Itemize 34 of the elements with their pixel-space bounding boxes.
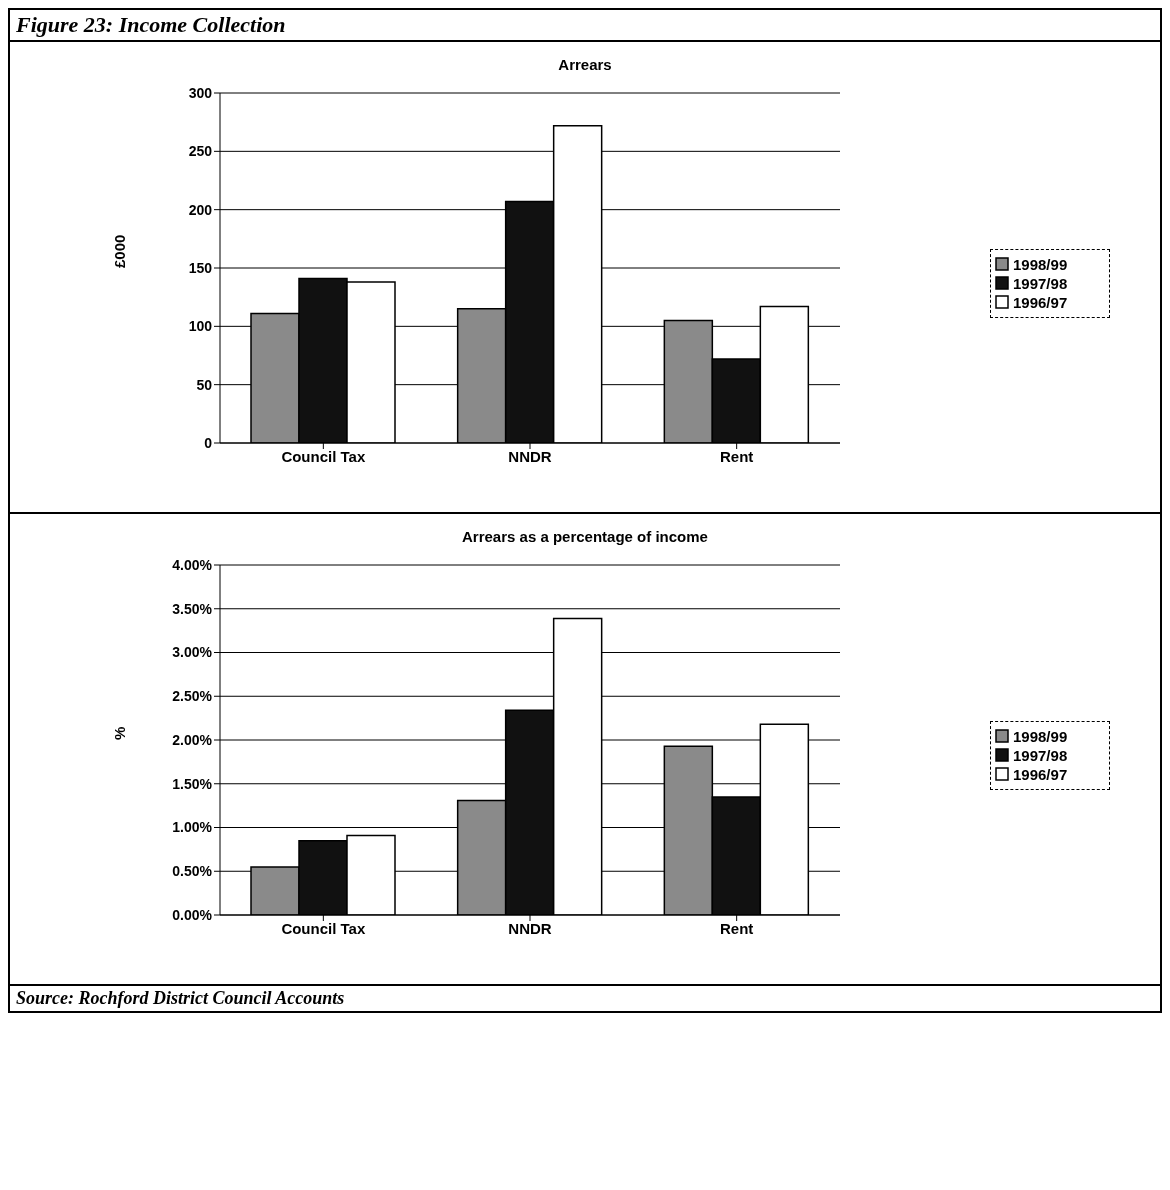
y-tick-label: 150 bbox=[188, 259, 213, 276]
y-tick-label: 0.50% bbox=[172, 863, 213, 880]
source-note: Source: Rochford District Council Accounts bbox=[15, 987, 346, 1010]
y-axis-title: % bbox=[111, 726, 129, 740]
legend-label: 1998/99 bbox=[1013, 727, 1068, 745]
x-tick-label: Rent bbox=[719, 447, 754, 465]
chart-title: Arrears as a percentage of income bbox=[461, 527, 709, 545]
y-tick-label: 300 bbox=[188, 84, 213, 101]
caption: Figure 23: Income Collection bbox=[10, 10, 1160, 42]
x-tick-label: Council Tax bbox=[281, 447, 366, 465]
legend-label: 1997/98 bbox=[1013, 746, 1068, 764]
legend-label: 1998/99 bbox=[1013, 255, 1068, 273]
y-tick-label: 2.50% bbox=[172, 688, 213, 705]
x-tick-label: NNDR bbox=[508, 447, 552, 465]
x-tick-label: NNDR bbox=[508, 919, 552, 937]
legend-label: 1996/97 bbox=[1013, 765, 1068, 783]
y-tick-label: 3.50% bbox=[172, 600, 213, 617]
y-axis-title: £000 bbox=[111, 234, 129, 268]
y-tick-label: 0.00% bbox=[172, 906, 213, 923]
chart-title: Arrears bbox=[557, 55, 613, 73]
y-tick-label: 3.00% bbox=[172, 644, 213, 661]
y-tick-label: 4.00% bbox=[172, 556, 213, 573]
y-tick-label: 1.50% bbox=[172, 775, 213, 792]
y-tick-label: 100 bbox=[188, 318, 213, 335]
legend-label: 1996/97 bbox=[1013, 293, 1068, 311]
y-tick-label: 200 bbox=[188, 201, 213, 218]
legend-label: 1997/98 bbox=[1013, 274, 1068, 292]
y-tick-label: 0 bbox=[204, 434, 213, 451]
x-tick-label: Council Tax bbox=[281, 919, 366, 937]
y-tick-label: 250 bbox=[188, 143, 213, 160]
y-tick-label: 50 bbox=[196, 376, 213, 393]
x-tick-label: Rent bbox=[719, 919, 754, 937]
y-tick-label: 1.00% bbox=[172, 819, 213, 836]
y-tick-label: 2.00% bbox=[172, 731, 213, 748]
